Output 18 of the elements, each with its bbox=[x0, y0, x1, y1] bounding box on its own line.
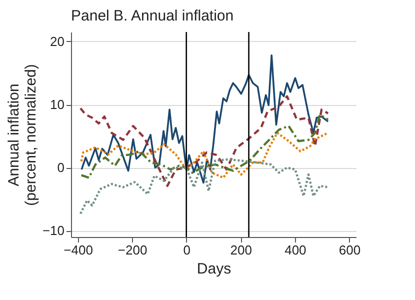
y-tick-label: 0 bbox=[57, 160, 64, 176]
line-series bbox=[80, 132, 330, 179]
x-tick-label: 400 bbox=[284, 242, 306, 258]
y-tick-label: −10 bbox=[42, 223, 64, 238]
chart-title: Panel B. Annual inflation bbox=[71, 7, 234, 24]
x-tick-label: 0 bbox=[183, 242, 190, 258]
y-axis-title: Annual inflation (percent, normalized) bbox=[5, 64, 40, 206]
line-series bbox=[80, 54, 329, 184]
x-tick-label: 600 bbox=[338, 242, 361, 258]
line-series bbox=[79, 158, 330, 215]
line-series bbox=[79, 95, 330, 188]
x-tick-label: −200 bbox=[118, 242, 148, 258]
y-tick-label: 10 bbox=[50, 97, 64, 112]
x-axis-title: Days bbox=[196, 260, 232, 278]
x-tick-label: 200 bbox=[230, 242, 252, 258]
line-series bbox=[80, 114, 330, 179]
y-tick-label: 20 bbox=[50, 34, 64, 49]
x-tick-label: −400 bbox=[64, 242, 93, 258]
